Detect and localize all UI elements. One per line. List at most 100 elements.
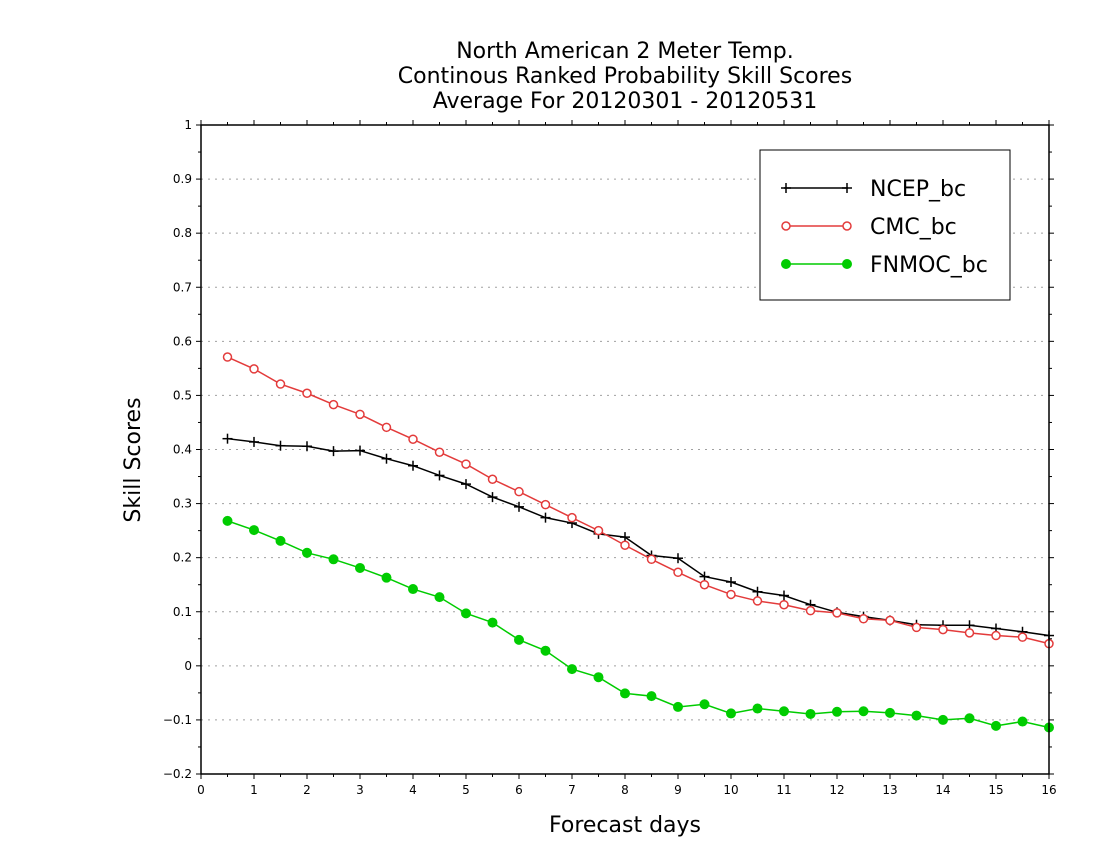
data-point-ncep-bc	[779, 590, 789, 601]
series-cmc-bc	[222, 352, 1054, 649]
data-point-fnmoc-bc	[752, 703, 763, 714]
x-tick-label: 16	[1041, 783, 1056, 797]
data-point-cmc-bc	[752, 596, 763, 606]
x-tick-label: 15	[988, 783, 1003, 797]
data-point-cmc-bc	[222, 352, 233, 362]
chart-title-line-1: North American 2 Meter Temp.	[456, 39, 794, 64]
data-point-fnmoc-bc	[461, 608, 471, 619]
legend-marker-ncep-bc	[842, 183, 852, 193]
series-line-cmc-bc	[227, 356, 1050, 645]
data-point-ncep-bc	[434, 470, 445, 481]
data-point-fnmoc-bc	[991, 720, 1001, 731]
data-point-cmc-bc	[964, 628, 975, 638]
data-point-cmc-bc	[938, 624, 948, 635]
tick-layer: −0.2−0.100.10.20.30.40.50.60.70.80.910 1 2…	[163, 118, 1057, 797]
series-ncep-bc	[222, 433, 1054, 641]
y-tick-label: 0.7	[173, 280, 192, 294]
data-point-fnmoc-bc	[381, 572, 392, 583]
series-fnmoc-bc	[222, 515, 1054, 733]
x-tick-label: 11	[776, 783, 791, 797]
y-tick-label: 0.5	[173, 388, 192, 402]
data-point-cmc-bc	[302, 388, 312, 399]
legend-label-cmc-bc: CMC_bc	[870, 215, 957, 240]
legend-marker-fnmoc-bc	[781, 259, 791, 269]
data-point-cmc-bc	[328, 399, 339, 410]
grid	[201, 178, 1049, 721]
chart-title-line-2: Continous Ranked Probability Skill Score…	[398, 64, 852, 89]
data-point-ncep-bc	[461, 479, 471, 490]
data-point-fnmoc-bc	[805, 708, 816, 719]
data-point-cmc-bc	[487, 474, 498, 484]
y-tick-label: −0.1	[163, 713, 192, 727]
x-tick-label: 1	[250, 783, 258, 797]
data-point-cmc-bc	[620, 540, 630, 550]
legend-entry-ncep-bc: NCEP_bc	[781, 177, 966, 202]
data-point-fnmoc-bc	[514, 634, 524, 645]
data-point-fnmoc-bc	[222, 515, 233, 526]
data-point-cmc-bc	[540, 499, 551, 510]
data-point-cmc-bc	[673, 567, 683, 578]
y-tick-label: 0.1	[173, 605, 192, 619]
x-tick-label: 0	[197, 783, 205, 797]
data-point-fnmoc-bc	[620, 688, 630, 699]
y-tick-label: 0	[184, 659, 192, 673]
data-point-ncep-bc	[355, 445, 365, 456]
data-point-ncep-bc	[752, 586, 763, 597]
data-point-fnmoc-bc	[858, 706, 869, 717]
data-point-fnmoc-bc	[726, 708, 736, 719]
x-tick-label: 8	[621, 783, 629, 797]
x-tick-label: 12	[829, 783, 844, 797]
legend-label-ncep-bc: NCEP_bc	[870, 177, 966, 202]
chart-title-line-3: Average For 20120301 - 20120531	[433, 89, 818, 114]
y-tick-label: 0.8	[173, 226, 192, 240]
data-point-cmc-bc	[249, 364, 259, 374]
legend-marker-cmc-bc	[781, 221, 791, 231]
data-point-cmc-bc	[832, 608, 842, 618]
data-point-ncep-bc	[540, 512, 551, 523]
data-point-fnmoc-bc	[328, 554, 339, 565]
data-point-cmc-bc	[434, 447, 445, 457]
y-tick-label: 0.4	[173, 443, 192, 457]
data-point-cmc-bc	[646, 554, 657, 565]
series-layer	[222, 352, 1054, 733]
y-tick-label: 0.3	[173, 497, 192, 511]
data-point-cmc-bc	[699, 579, 710, 590]
data-point-fnmoc-bc	[699, 699, 710, 710]
data-point-ncep-bc	[699, 571, 710, 582]
legend-marker-ncep-bc	[781, 183, 791, 193]
data-point-cmc-bc	[408, 434, 418, 444]
data-point-cmc-bc	[991, 630, 1001, 641]
y-tick-label: 0.6	[173, 334, 192, 348]
data-point-ncep-bc	[673, 553, 683, 564]
data-point-ncep-bc	[726, 577, 736, 588]
data-point-fnmoc-bc	[567, 664, 577, 675]
data-point-fnmoc-bc	[355, 562, 365, 573]
y-tick-label: 0.9	[173, 172, 192, 186]
data-point-fnmoc-bc	[487, 617, 498, 628]
legend-entry-cmc-bc: CMC_bc	[781, 215, 957, 240]
x-tick-label: 7	[568, 783, 576, 797]
data-point-fnmoc-bc	[911, 710, 922, 721]
data-point-ncep-bc	[249, 436, 259, 447]
y-tick-label: 0.2	[173, 551, 192, 565]
legend-entry-fnmoc-bc: FNMOC_bc	[781, 253, 988, 278]
data-point-fnmoc-bc	[779, 706, 789, 717]
legend: NCEP_bc CMC_bc FNMOC_bc	[759, 149, 1011, 301]
data-point-ncep-bc	[302, 441, 312, 452]
legend-box	[759, 149, 1011, 301]
data-point-fnmoc-bc	[408, 584, 418, 595]
x-tick-label: 3	[356, 783, 364, 797]
data-point-cmc-bc	[593, 525, 604, 536]
x-axis-label: Forecast days	[549, 813, 701, 838]
data-point-fnmoc-bc	[1017, 716, 1028, 727]
data-point-cmc-bc	[567, 512, 577, 523]
legend-marker-fnmoc-bc	[842, 259, 852, 269]
data-point-cmc-bc	[885, 615, 895, 626]
data-point-fnmoc-bc	[885, 707, 895, 718]
x-tick-label: 5	[462, 783, 470, 797]
data-point-fnmoc-bc	[938, 714, 948, 725]
x-tick-label: 14	[935, 783, 950, 797]
series-line-ncep-bc	[227, 437, 1050, 637]
data-point-ncep-bc	[487, 492, 498, 503]
data-point-ncep-bc	[222, 433, 233, 444]
